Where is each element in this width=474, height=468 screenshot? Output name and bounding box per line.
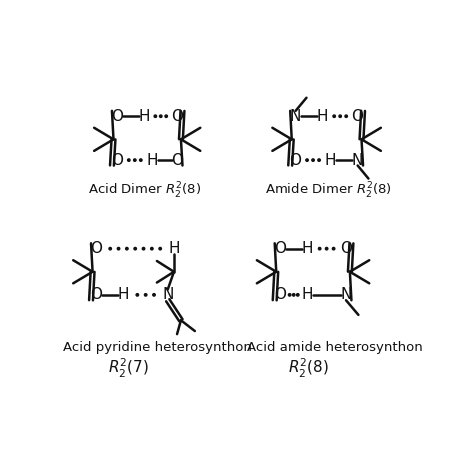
Circle shape xyxy=(117,248,120,250)
Circle shape xyxy=(292,293,295,296)
Circle shape xyxy=(153,293,155,296)
Text: Acid Dimer $R_2^2$(8): Acid Dimer $R_2^2$(8) xyxy=(88,181,201,201)
Text: O: O xyxy=(171,109,183,124)
Circle shape xyxy=(139,159,142,161)
Circle shape xyxy=(345,115,347,117)
Text: H: H xyxy=(325,153,336,168)
Circle shape xyxy=(109,248,111,250)
Text: H: H xyxy=(118,287,129,302)
Text: Acid pyridine heterosynthon: Acid pyridine heterosynthon xyxy=(63,341,252,354)
Circle shape xyxy=(142,248,145,250)
Text: N: N xyxy=(162,287,173,302)
Text: O: O xyxy=(91,241,102,256)
Circle shape xyxy=(339,115,341,117)
Text: N: N xyxy=(290,109,301,124)
Text: $R_2^2$(7): $R_2^2$(7) xyxy=(109,357,150,380)
Text: H: H xyxy=(139,109,150,124)
Circle shape xyxy=(165,115,167,117)
Circle shape xyxy=(325,248,328,250)
Circle shape xyxy=(128,159,130,161)
Circle shape xyxy=(306,159,308,161)
Circle shape xyxy=(136,293,138,296)
Circle shape xyxy=(126,248,128,250)
Circle shape xyxy=(160,115,162,117)
Text: H: H xyxy=(168,241,180,256)
Text: H: H xyxy=(146,153,158,168)
Text: O: O xyxy=(111,109,123,124)
Text: O: O xyxy=(91,287,102,302)
Circle shape xyxy=(332,248,335,250)
Circle shape xyxy=(145,293,147,296)
Text: O: O xyxy=(274,241,286,256)
Text: Amide Dimer $R_2^2$(8): Amide Dimer $R_2^2$(8) xyxy=(264,181,392,201)
Text: H: H xyxy=(301,287,313,302)
Text: H: H xyxy=(301,241,313,256)
Circle shape xyxy=(319,248,321,250)
Text: N: N xyxy=(352,153,363,168)
Text: O: O xyxy=(274,287,286,302)
Circle shape xyxy=(318,159,320,161)
Circle shape xyxy=(288,293,291,296)
Text: O: O xyxy=(111,153,123,168)
Text: O: O xyxy=(290,153,301,168)
Circle shape xyxy=(151,248,153,250)
Circle shape xyxy=(297,293,299,296)
Text: $R_2^2$(8): $R_2^2$(8) xyxy=(288,357,329,380)
Circle shape xyxy=(312,159,314,161)
Text: H: H xyxy=(317,109,328,124)
Text: N: N xyxy=(340,287,352,302)
Circle shape xyxy=(154,115,156,117)
Text: Acid amide heterosynthon: Acid amide heterosynthon xyxy=(247,341,422,354)
Text: O: O xyxy=(340,241,352,256)
Circle shape xyxy=(134,159,136,161)
Text: O: O xyxy=(352,109,364,124)
Circle shape xyxy=(159,248,162,250)
Circle shape xyxy=(134,248,137,250)
Circle shape xyxy=(333,115,336,117)
Text: O: O xyxy=(171,153,183,168)
